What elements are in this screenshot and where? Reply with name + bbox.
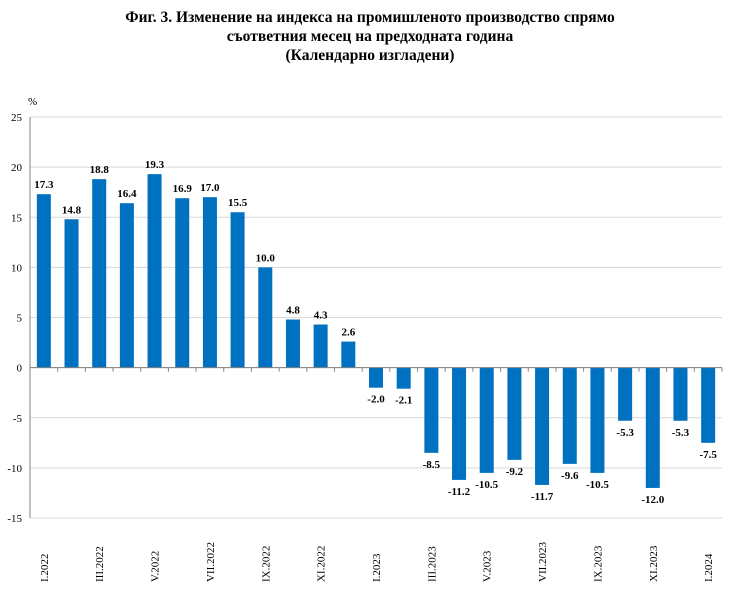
y-tick-label: 25 bbox=[11, 112, 23, 124]
data-label: 16.9 bbox=[173, 183, 193, 195]
x-tick-label: VII.2022 bbox=[205, 542, 217, 582]
bar bbox=[119, 203, 134, 368]
x-tick-label: XI.2022 bbox=[316, 546, 328, 582]
x-tick-label: I.2023 bbox=[371, 553, 383, 582]
data-label: -5.3 bbox=[616, 427, 634, 439]
data-label: -10.5 bbox=[586, 479, 609, 491]
y-axis-label: % bbox=[28, 96, 37, 108]
data-label: -12.0 bbox=[641, 494, 664, 506]
chart-title: Фиг. 3. Изменение на индекса на промишле… bbox=[0, 8, 740, 65]
bar bbox=[701, 367, 716, 443]
bar bbox=[424, 367, 439, 453]
x-tick-label: I.2022 bbox=[39, 554, 51, 582]
y-tick-label: 0 bbox=[17, 363, 23, 375]
data-label: 19.3 bbox=[145, 159, 165, 171]
chart-title-line-2: съответния месец на предходната година bbox=[226, 28, 514, 45]
x-tick-label: V.2022 bbox=[150, 551, 162, 582]
x-tick-label: I.2024 bbox=[703, 553, 715, 582]
chart-title-line-1: Фиг. 3. Изменение на индекса на промишле… bbox=[125, 9, 615, 26]
bar bbox=[313, 324, 328, 368]
y-tick-label: -15 bbox=[7, 513, 22, 525]
data-label: -2.1 bbox=[395, 395, 412, 407]
data-label: 14.8 bbox=[62, 204, 82, 216]
bar bbox=[230, 212, 245, 368]
bar bbox=[285, 319, 300, 368]
bar bbox=[258, 267, 273, 368]
bar bbox=[369, 367, 383, 388]
x-tick-label: XI.2023 bbox=[648, 545, 660, 582]
data-label: -10.5 bbox=[475, 479, 498, 491]
bar bbox=[479, 367, 494, 473]
data-label: 15.5 bbox=[228, 197, 248, 209]
data-label: -11.7 bbox=[531, 491, 554, 503]
data-label: -11.2 bbox=[448, 486, 471, 498]
bar bbox=[396, 367, 411, 389]
y-tick-label: 10 bbox=[11, 262, 23, 274]
data-label: -9.2 bbox=[506, 466, 524, 478]
bar bbox=[36, 194, 51, 368]
data-label: 2.6 bbox=[341, 327, 355, 339]
bar bbox=[618, 367, 633, 421]
data-label: 18.8 bbox=[90, 164, 110, 176]
data-label: -9.6 bbox=[561, 470, 579, 482]
x-tick-label: III.2022 bbox=[94, 546, 106, 582]
chart-title-line-3: (Календарно изгладени) bbox=[285, 47, 455, 64]
data-label: 10.0 bbox=[256, 252, 276, 264]
bar bbox=[452, 367, 467, 480]
y-tick-label: 5 bbox=[17, 313, 23, 325]
data-label: -5.3 bbox=[672, 427, 690, 439]
bar bbox=[341, 341, 356, 368]
bar bbox=[645, 367, 660, 488]
bar bbox=[92, 179, 107, 368]
bar bbox=[673, 367, 688, 421]
bar bbox=[590, 367, 605, 473]
x-tick-label: VII.2023 bbox=[537, 541, 549, 582]
data-label: -8.5 bbox=[423, 459, 441, 471]
y-tick-label: -10 bbox=[7, 463, 22, 475]
data-label: 4.8 bbox=[286, 305, 300, 317]
data-label: 17.0 bbox=[200, 182, 220, 194]
x-tick-label: V.2023 bbox=[482, 550, 494, 582]
x-tick-label: IX.2023 bbox=[592, 545, 604, 582]
data-label: 17.3 bbox=[34, 179, 54, 191]
data-label: 4.3 bbox=[314, 310, 328, 322]
bar bbox=[202, 197, 217, 368]
bar bbox=[507, 367, 522, 460]
bar bbox=[562, 367, 577, 464]
y-tick-label: -5 bbox=[13, 413, 23, 425]
bar bbox=[64, 219, 79, 368]
bar bbox=[147, 174, 162, 368]
y-tick-label: 15 bbox=[11, 212, 23, 224]
x-tick-label: IX.2022 bbox=[260, 546, 272, 582]
bar bbox=[535, 367, 550, 485]
x-tick-label: III.2023 bbox=[426, 546, 438, 582]
y-tick-label: 20 bbox=[11, 162, 23, 174]
data-label: -7.5 bbox=[699, 449, 717, 461]
bar bbox=[175, 198, 190, 368]
data-label: -2.0 bbox=[367, 394, 385, 406]
data-label: 16.4 bbox=[117, 188, 137, 200]
